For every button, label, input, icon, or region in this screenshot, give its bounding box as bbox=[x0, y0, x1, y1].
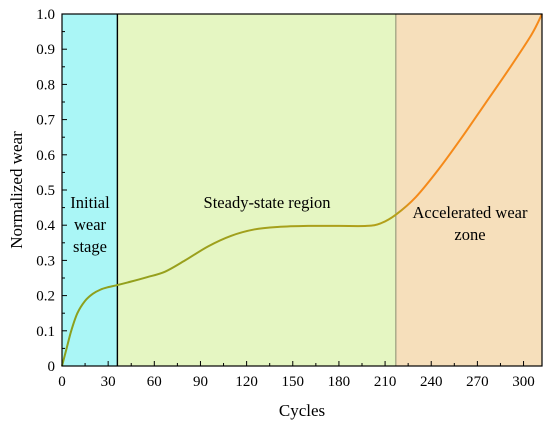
x-tick-label: 270 bbox=[466, 374, 489, 390]
y-axis-ticks: 0 0.1 0.2 0.3 0.4 0.5 0.6 0.7 0.8 0.9 1.0 bbox=[36, 7, 67, 375]
region-bg-1 bbox=[117, 14, 396, 366]
y-axis-title: Normalized wear bbox=[7, 131, 26, 249]
y-tick-label: 0.9 bbox=[36, 42, 55, 58]
y-tick-label: 0.8 bbox=[36, 77, 55, 93]
y-tick-label: 0.6 bbox=[36, 148, 55, 164]
x-tick-label: 210 bbox=[374, 374, 397, 390]
region-boundaries bbox=[116, 14, 397, 366]
x-tick-label: 300 bbox=[512, 374, 535, 390]
y-tick-label: 0 bbox=[48, 359, 56, 375]
x-tick-label: 150 bbox=[282, 374, 305, 390]
x-axis-title: Cycles bbox=[279, 401, 325, 420]
region-bg-2 bbox=[395, 14, 542, 366]
y-tick-label: 0.1 bbox=[36, 324, 55, 340]
region-label-0: Initial wear stage bbox=[70, 193, 110, 256]
y-tick-label: 0.3 bbox=[36, 253, 55, 269]
wear-curve bbox=[61, 13, 543, 367]
y-tick-label: 0.7 bbox=[36, 113, 55, 129]
x-tick-label: 240 bbox=[420, 374, 443, 390]
y-tick-label: 1.0 bbox=[36, 7, 55, 23]
x-axis-ticks: 0 30 60 90 120 150 180 210 240 270 300 bbox=[58, 361, 535, 390]
x-tick-label: 60 bbox=[147, 374, 162, 390]
region-label-1: Steady-state region bbox=[204, 193, 331, 212]
y-tick-label: 0.2 bbox=[36, 289, 55, 305]
region-backgrounds bbox=[62, 14, 542, 366]
y-tick-label: 0.5 bbox=[36, 183, 55, 199]
x-tick-label: 0 bbox=[58, 374, 66, 390]
region-labels: Initial wear stage Steady-state region Accel… bbox=[70, 193, 528, 256]
region-bg-0 bbox=[62, 14, 118, 366]
x-tick-label: 30 bbox=[101, 374, 116, 390]
y-tick-label: 0.4 bbox=[36, 218, 55, 234]
x-tick-label: 180 bbox=[328, 374, 351, 390]
x-tick-label: 90 bbox=[193, 374, 208, 390]
region-label-2: Accelerated wear zone bbox=[413, 203, 528, 244]
x-tick-label: 120 bbox=[235, 374, 258, 390]
